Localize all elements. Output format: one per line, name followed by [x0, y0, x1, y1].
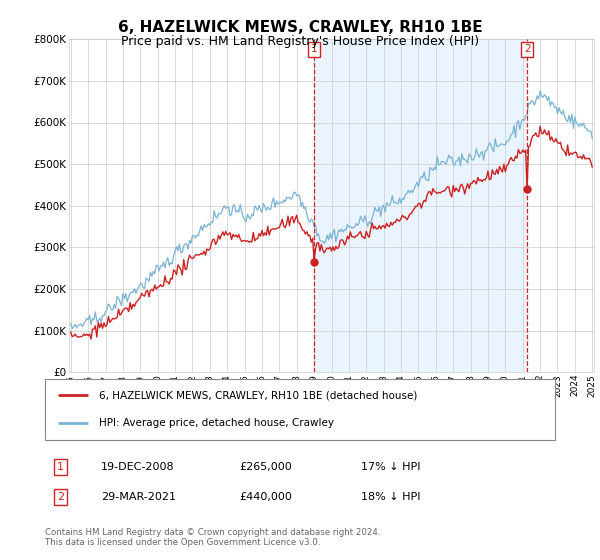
- Text: 18% ↓ HPI: 18% ↓ HPI: [361, 492, 421, 502]
- Text: 29-MAR-2021: 29-MAR-2021: [101, 492, 176, 502]
- Text: £265,000: £265,000: [239, 462, 292, 472]
- Text: 17% ↓ HPI: 17% ↓ HPI: [361, 462, 421, 472]
- Text: 2: 2: [57, 492, 64, 502]
- Text: 6, HAZELWICK MEWS, CRAWLEY, RH10 1BE: 6, HAZELWICK MEWS, CRAWLEY, RH10 1BE: [118, 20, 482, 35]
- Text: Contains HM Land Registry data © Crown copyright and database right 2024.
This d: Contains HM Land Registry data © Crown c…: [45, 528, 380, 547]
- Text: Price paid vs. HM Land Registry's House Price Index (HPI): Price paid vs. HM Land Registry's House …: [121, 35, 479, 48]
- Text: £440,000: £440,000: [239, 492, 292, 502]
- Text: 6, HAZELWICK MEWS, CRAWLEY, RH10 1BE (detached house): 6, HAZELWICK MEWS, CRAWLEY, RH10 1BE (de…: [98, 390, 417, 400]
- Text: 2: 2: [524, 44, 530, 54]
- Text: 1: 1: [311, 44, 317, 54]
- Text: HPI: Average price, detached house, Crawley: HPI: Average price, detached house, Craw…: [98, 418, 334, 428]
- Text: 19-DEC-2008: 19-DEC-2008: [101, 462, 175, 472]
- Bar: [314, 39, 527, 372]
- Text: 1: 1: [57, 462, 64, 472]
